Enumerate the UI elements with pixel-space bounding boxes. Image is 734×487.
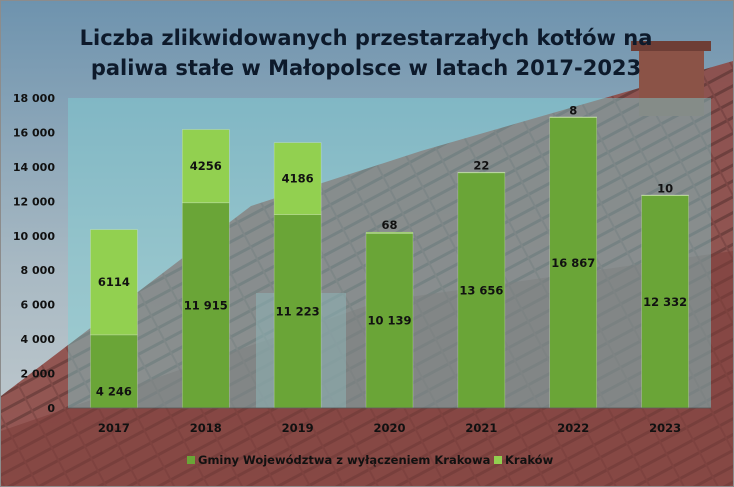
bar-krakow-2017 xyxy=(90,229,138,336)
data-label-gminy-2017: 4 246 xyxy=(96,384,132,398)
x-tick-label-2018: 2018 xyxy=(190,421,222,435)
legend-label-krakow: Kraków xyxy=(505,453,554,467)
y-axis: 0 2 000 4 000 6 000 8 000 10 000 12 000 14 000 1… xyxy=(13,92,55,415)
data-label-gminy-2023: 12 332 xyxy=(643,295,687,309)
x-tick-label-2022: 2022 xyxy=(557,421,589,435)
y-tick-label: 8 000 xyxy=(21,264,56,277)
x-tick-label-2020: 2020 xyxy=(373,421,405,435)
data-label-gminy-2020: 10 139 xyxy=(367,314,411,328)
legend-swatch-krakow xyxy=(494,456,502,464)
data-label-gminy-2018: 11 915 xyxy=(184,298,228,312)
data-label-krakow-2017: 6114 xyxy=(98,275,130,289)
data-label-krakow-2020: 68 xyxy=(381,218,397,232)
data-label-krakow-2018: 4256 xyxy=(190,159,222,173)
data-label-krakow-2022: 8 xyxy=(569,103,577,117)
bar-krakow-2021 xyxy=(457,171,506,174)
bar-gminy-2019 xyxy=(273,214,322,409)
x-tick-label-2019: 2019 xyxy=(282,421,314,435)
y-tick-label: 10 000 xyxy=(13,230,55,243)
bar-gminy-2022 xyxy=(549,117,598,409)
x-axis: 2017 2018 2019 2020 2021 2022 2023 xyxy=(68,407,711,435)
y-tick-label: 16 000 xyxy=(13,126,55,139)
data-label-gminy-2021: 13 656 xyxy=(459,283,503,297)
y-tick-label: 12 000 xyxy=(13,195,55,208)
bar-gminy-2023 xyxy=(641,195,689,409)
data-label-krakow-2023: 10 xyxy=(657,181,673,195)
x-tick-label-2017: 2017 xyxy=(98,421,130,435)
x-tick-label-2021: 2021 xyxy=(465,421,497,435)
legend-swatch-gminy xyxy=(187,456,195,464)
x-tick-label-2023: 2023 xyxy=(649,421,681,435)
data-label-gminy-2019: 11 223 xyxy=(276,304,320,318)
bar-gminy-2018 xyxy=(181,202,230,409)
y-tick-label: 4 000 xyxy=(21,333,56,346)
background-chimney-cap xyxy=(631,41,711,51)
y-tick-label: 6 000 xyxy=(21,299,56,312)
bar-krakow-2018 xyxy=(181,129,230,204)
bar-krakow-2022 xyxy=(549,116,598,118)
legend: Gminy Województwa z wyłączeniem Krakowa … xyxy=(187,453,554,467)
bar-gminy-2021 xyxy=(457,172,506,409)
chart-title-line-2: paliwa stałe w Małopolsce w latach 2017-… xyxy=(91,56,641,80)
legend-label-gminy: Gminy Województwa z wyłączeniem Krakowa xyxy=(198,453,490,467)
bar-krakow-2023 xyxy=(641,194,689,196)
bar-krakow-2020 xyxy=(365,231,414,234)
bar-gminy-2017 xyxy=(90,334,138,409)
data-label-krakow-2021: 22 xyxy=(473,158,489,172)
y-tick-label: 18 000 xyxy=(13,92,55,105)
bar-krakow-2019 xyxy=(273,142,322,216)
y-tick-label: 14 000 xyxy=(13,161,55,174)
data-label-krakow-2019: 4186 xyxy=(282,172,314,186)
data-label-gminy-2022: 16 867 xyxy=(551,256,595,270)
y-tick-label: 0 xyxy=(47,402,55,415)
y-tick-label: 2 000 xyxy=(21,368,56,381)
chart-title-line-1: Liczba zlikwidowanych przestarzałych kot… xyxy=(80,26,653,50)
background-chimney xyxy=(639,46,704,116)
bars: 4 246 6114 11 915 4256 11 223 4186 10 139 68 13 … xyxy=(90,103,689,409)
